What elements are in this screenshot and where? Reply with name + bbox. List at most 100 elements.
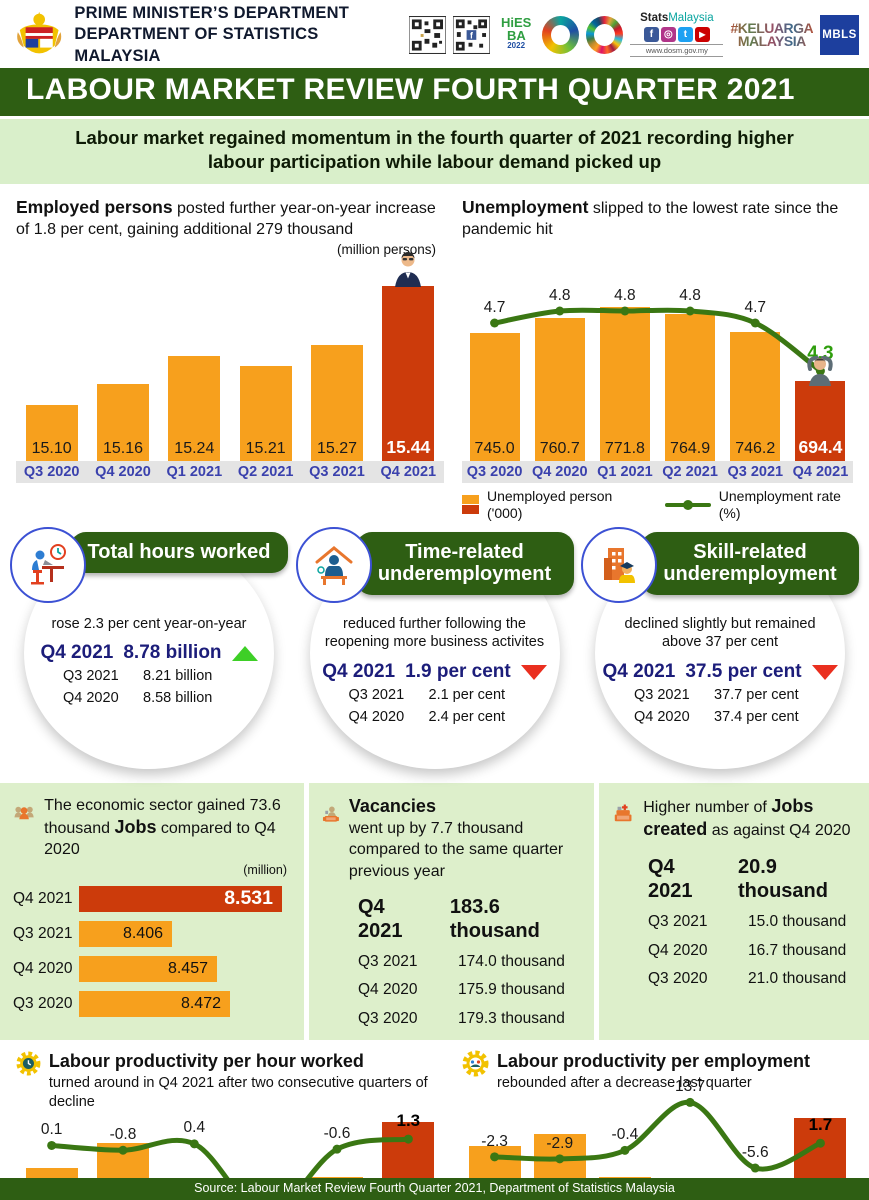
jobs-created-table: Q4 2021 20.9 thousand Q3 2021 15.0 thousan…: [612, 855, 856, 989]
header-logos: f HiES BA 2022 StatsMalaysia f ◎ t ▶ www…: [409, 13, 859, 57]
bar-value: 15.10: [31, 440, 72, 458]
bar-value: 15.16: [102, 440, 144, 458]
x-axis-label: Q4 2021: [380, 464, 437, 481]
x-axis-label: Q3 2021: [727, 464, 784, 481]
jobs-row-label: Q3 2020: [13, 994, 73, 1012]
hies-line2: BA: [506, 27, 526, 43]
dosm-url: www.dosm.gov.my: [630, 43, 724, 57]
mycensus-swirl-logo: [542, 16, 580, 54]
hies-line1: HiES: [500, 14, 532, 30]
jobs-created-column: Higher number of Jobs created as against…: [594, 782, 869, 1041]
businessman-icon: [395, 252, 422, 288]
line-value-label: 1.7: [808, 1115, 833, 1135]
bar-q3-2021: 746.2: [730, 332, 781, 462]
row-value: 8.58 billion: [143, 690, 213, 707]
card-title-total-hours: Total hours worked: [70, 531, 288, 573]
bar-q3-2020: 745.0: [469, 333, 520, 462]
jobs-column: The economic sector gained 73.6 thousand…: [0, 783, 304, 1041]
main-value: 1.9 per cent: [405, 661, 511, 683]
line-value-label: 4.7: [744, 299, 767, 317]
unemployment-legend: Unemployed person ('000) Unemployment ra…: [462, 488, 853, 521]
employed-section: Employed persons posted further year-on-…: [16, 194, 444, 521]
x-axis-label: Q1 2021: [166, 464, 223, 481]
building-graduate-icon: [581, 526, 657, 603]
vacancies-column: Vacancies went up by 7.7 thousand compare…: [304, 782, 594, 1041]
line-value-label: 4.8: [548, 287, 571, 305]
keluarga-line2: MALAYSIA: [737, 33, 806, 49]
mbls-logo: MBLS: [820, 15, 859, 55]
hies-ba-2022-logo: HiES BA 2022: [497, 16, 536, 55]
x-axis-label: Q3 2020: [23, 464, 80, 481]
bar-value: 15.27: [316, 440, 358, 458]
gear-people-icon: [462, 1050, 489, 1077]
hies-year: 2022: [507, 40, 526, 50]
jobs-bar-row: Q3 2021 8.406: [13, 920, 291, 947]
main-value: 8.78 billion: [123, 642, 222, 664]
productivity-employment-heading: Labour productivity per employment reboun…: [497, 1050, 810, 1093]
row-value: 37.7 per cent: [714, 687, 799, 704]
table-value: 21.0 thousand: [748, 970, 847, 988]
jobs-bar-row: Q4 2020 8.457: [13, 955, 291, 982]
table-value: 179.3 thousand: [458, 1009, 565, 1027]
qr-code-icon: [409, 16, 446, 54]
svg-text:f: f: [470, 30, 473, 40]
legend-unemployment-rate: Unemployment rate (%): [664, 488, 853, 521]
bar-q3-2020: 15.10: [25, 405, 78, 462]
x-axis-label: Q2 2021: [237, 464, 294, 481]
jobs-bar-q3-2021: 8.406: [79, 920, 172, 947]
line-value-label: 0.1: [40, 1121, 63, 1139]
stats-malaysia-social-block: StatsMalaysia f ◎ t ▶ www.dosm.gov.my: [630, 13, 724, 57]
row-label: Q4 2020: [63, 690, 119, 707]
line-value-label: -0.8: [109, 1125, 137, 1143]
main-quarter: Q4 2021: [322, 661, 396, 683]
main-quarter: Q4 2021: [602, 661, 676, 683]
bar-q4-2020: 15.16: [97, 384, 149, 462]
jobs-row-label: Q4 2020: [13, 959, 73, 977]
vacancies-table: Q4 2021 183.6 thousand Q3 2021 174.0 thous…: [322, 895, 581, 1029]
row-label: Q4 2020: [348, 709, 405, 726]
table-label: Q3 2020: [648, 970, 708, 988]
employed-bar-chart: 15.10 15.16 15.24 15.21 15.27 15.44 Q3 2020 Q4 …: [16, 252, 444, 484]
card-rows: Q3 2021 2.1 per cent Q4 2020 2.4 per cent: [296, 685, 574, 729]
jobs-bar-q3-2020: 8.472: [79, 990, 230, 1017]
bar-q1-2021: 15.24: [168, 356, 221, 462]
bar-value: 746.2: [735, 440, 776, 458]
unemployment-spacer: [462, 242, 845, 259]
table-label: Q4 2020: [358, 981, 418, 999]
table-label: Q3 2021: [358, 952, 418, 970]
jobs-unit-label: (million): [243, 862, 287, 877]
card-total-hours-worked: Total hours worked rose 2.3 per cent yea…: [10, 526, 288, 773]
created-text-pre: Higher number of: [643, 798, 772, 816]
stats-malaysia-brand: StatsMalaysia: [630, 13, 723, 25]
jobs-text-post: compared to Q4 2020: [44, 819, 276, 859]
top-charts-row: Employed persons posted further year-on-…: [0, 184, 869, 521]
trend-down-icon: [520, 664, 547, 680]
jobs-text-pre: The economic sector gained 73.6 thousand: [44, 796, 281, 837]
card-rows: Q3 2021 37.7 per cent Q4 2020 37.4 per cen…: [581, 685, 859, 729]
card-main-value: Q4 2021 37.5 per cent: [581, 661, 859, 683]
bar-q4-2021: 15.44: [382, 286, 435, 462]
prod-emp-desc: rebounded after a decrease last quarter: [497, 1075, 752, 1092]
table-value: 15.0 thousand: [748, 913, 847, 931]
row-value: 8.21 billion: [143, 668, 213, 685]
bar-value: 745.0: [474, 440, 515, 458]
line-value-label: -0.6: [323, 1124, 351, 1142]
card-main-value: Q4 2021 8.78 billion: [10, 642, 288, 664]
keluarga-malaysia-logo: #KELUARGA MALAYSIA: [730, 22, 813, 49]
jobs-hbar-chart: Q4 2021 8.531 Q3 2021 8.406 Q4 2020 8.457 Q3 2…: [13, 885, 291, 1017]
line-value-label: -2.3: [481, 1132, 508, 1150]
x-axis-label: Q4 2020: [531, 464, 588, 481]
x-axis-label: Q2 2021: [662, 464, 718, 481]
table-value: 174.0 thousand: [458, 952, 565, 970]
x-axis-label: Q3 2021: [309, 464, 365, 481]
vacancies-title: Vacancies: [348, 795, 436, 816]
jobs-bar-q4-2020: 8.457: [79, 955, 217, 982]
bar-q1-2021: 771.8: [599, 307, 650, 462]
page-title: LABOUR MARKET REVIEW FOURTH QUARTER 2021: [0, 68, 869, 116]
malaysia-coat-of-arms-icon: [17, 11, 62, 54]
productivity-hour-heading: Labour productivity per hour worked turne…: [49, 1050, 444, 1111]
bar-q2-2021: 15.21: [239, 366, 292, 462]
people-group-icon: [14, 806, 34, 819]
row-value: 37.4 per cent: [714, 709, 799, 726]
